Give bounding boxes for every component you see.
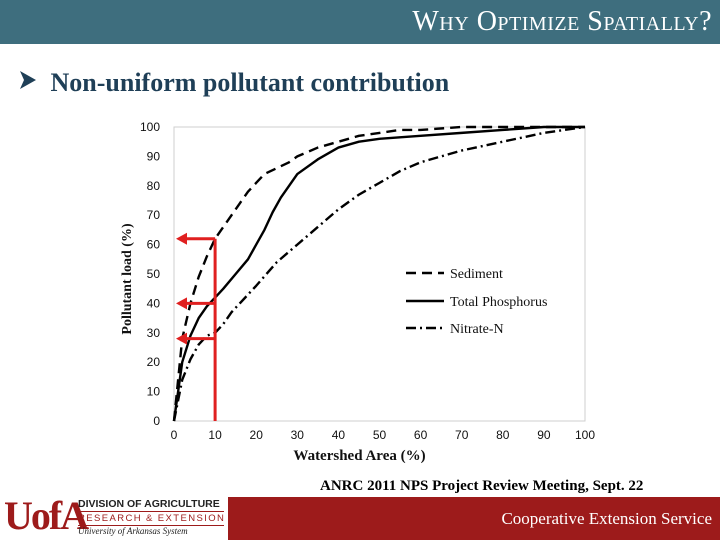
y-tick-label: 50: [147, 267, 161, 281]
meeting-caption: ANRC 2011 NPS Project Review Meeting, Se…: [320, 478, 644, 494]
x-tick-label: 10: [208, 428, 222, 442]
legend-label: Total Phosphorus: [450, 295, 547, 310]
y-tick-label: 20: [147, 355, 161, 369]
y-tick-label: 60: [147, 238, 161, 252]
annotation-arrowhead: [176, 332, 187, 345]
y-axis-label: Pollutant load (%): [120, 223, 135, 335]
x-tick-label: 100: [575, 428, 595, 442]
y-tick-label: 70: [147, 208, 161, 222]
bullet-row: Non-uniform pollutant contribution: [18, 68, 449, 98]
series-line-1: [172, 125, 585, 422]
x-tick-label: 70: [455, 428, 469, 442]
arrow-bullet-icon: [18, 68, 44, 98]
logo-line-3: University of Arkansas System: [78, 526, 188, 536]
pollutant-load-chart: 0 10 20 30 40 50 60 70 80 90 100 0 10 20 30 40 50 60 70 80 9…: [120, 120, 595, 464]
x-tick-label: 20: [250, 428, 264, 442]
y-tick-label: 10: [147, 385, 161, 399]
y-tick-label: 30: [147, 326, 161, 340]
legend-label: Nitrate-N: [450, 322, 504, 337]
x-tick-label: 50: [373, 428, 387, 442]
logo-line-1: DIVISION OF AGRICULTURE: [78, 498, 220, 510]
annotation-arrowhead: [176, 297, 187, 310]
x-tick-label: 40: [332, 428, 346, 442]
logo-mark: UofA: [4, 493, 89, 538]
x-axis-label: Watershed Area (%): [293, 448, 425, 464]
x-tick-label: 90: [537, 428, 551, 442]
y-tick-label: 100: [140, 120, 160, 134]
plot-frame: [173, 126, 586, 422]
title-bar: Why Optimize Spatially?: [0, 0, 720, 44]
series-line-3: [172, 125, 586, 422]
division-logo: UofA DIVISION OF AGRICULTURE RESEARCH & …: [4, 494, 228, 540]
y-tick-label: 80: [147, 179, 161, 193]
y-tick-label: 40: [147, 296, 161, 310]
x-tick-label: 30: [291, 428, 305, 442]
legend-label: Sediment: [450, 267, 503, 282]
series-line-2: [172, 125, 585, 422]
x-tick-label: 0: [171, 428, 178, 442]
annotation-arrowhead: [176, 232, 187, 245]
x-tick-label: 80: [496, 428, 510, 442]
logo-line-2: RESEARCH & EXTENSION: [78, 513, 226, 524]
slide-title: Why Optimize Spatially?: [412, 6, 712, 37]
logo-rule: [78, 525, 224, 526]
footer-bar: Cooperative Extension Service: [228, 497, 720, 540]
logo-rule: [78, 511, 224, 512]
y-tick-label: 90: [147, 149, 161, 163]
y-tick-label: 0: [153, 414, 160, 428]
footer-text: Cooperative Extension Service: [501, 509, 712, 528]
x-tick-label: 60: [414, 428, 428, 442]
bullet-text: Non-uniform pollutant contribution: [50, 68, 450, 97]
